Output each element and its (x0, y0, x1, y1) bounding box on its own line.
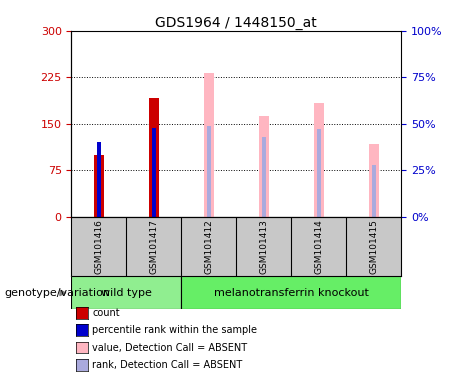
Bar (369, 144, 378, 217)
Bar (152, 128, 156, 217)
Text: GSM101417: GSM101417 (149, 219, 159, 274)
Text: wild type: wild type (101, 288, 152, 298)
Bar (204, 73, 214, 217)
Bar (262, 137, 266, 217)
Text: genotype/variation: genotype/variation (5, 288, 111, 298)
Text: GSM101412: GSM101412 (204, 219, 213, 274)
Text: melanotransferrin knockout: melanotransferrin knockout (214, 288, 369, 298)
Text: GSM101413: GSM101413 (259, 219, 268, 274)
Text: value, Detection Call = ABSENT: value, Detection Call = ABSENT (92, 343, 247, 353)
Bar (71, 276, 181, 309)
Bar (372, 166, 376, 217)
Bar (317, 129, 320, 217)
Bar (181, 276, 401, 309)
Bar (207, 126, 211, 217)
Title: GDS1964 / 1448150_at: GDS1964 / 1448150_at (155, 16, 317, 30)
Text: rank, Detection Call = ABSENT: rank, Detection Call = ABSENT (92, 360, 242, 370)
Text: GSM101415: GSM101415 (369, 219, 378, 274)
Text: percentile rank within the sample: percentile rank within the sample (92, 325, 257, 335)
Text: GSM101416: GSM101416 (95, 219, 103, 274)
Bar (94, 155, 104, 217)
Bar (314, 103, 324, 217)
Text: GSM101414: GSM101414 (314, 219, 323, 274)
Bar (149, 98, 159, 217)
Bar (259, 116, 269, 217)
Bar (97, 142, 101, 217)
Text: count: count (92, 308, 120, 318)
